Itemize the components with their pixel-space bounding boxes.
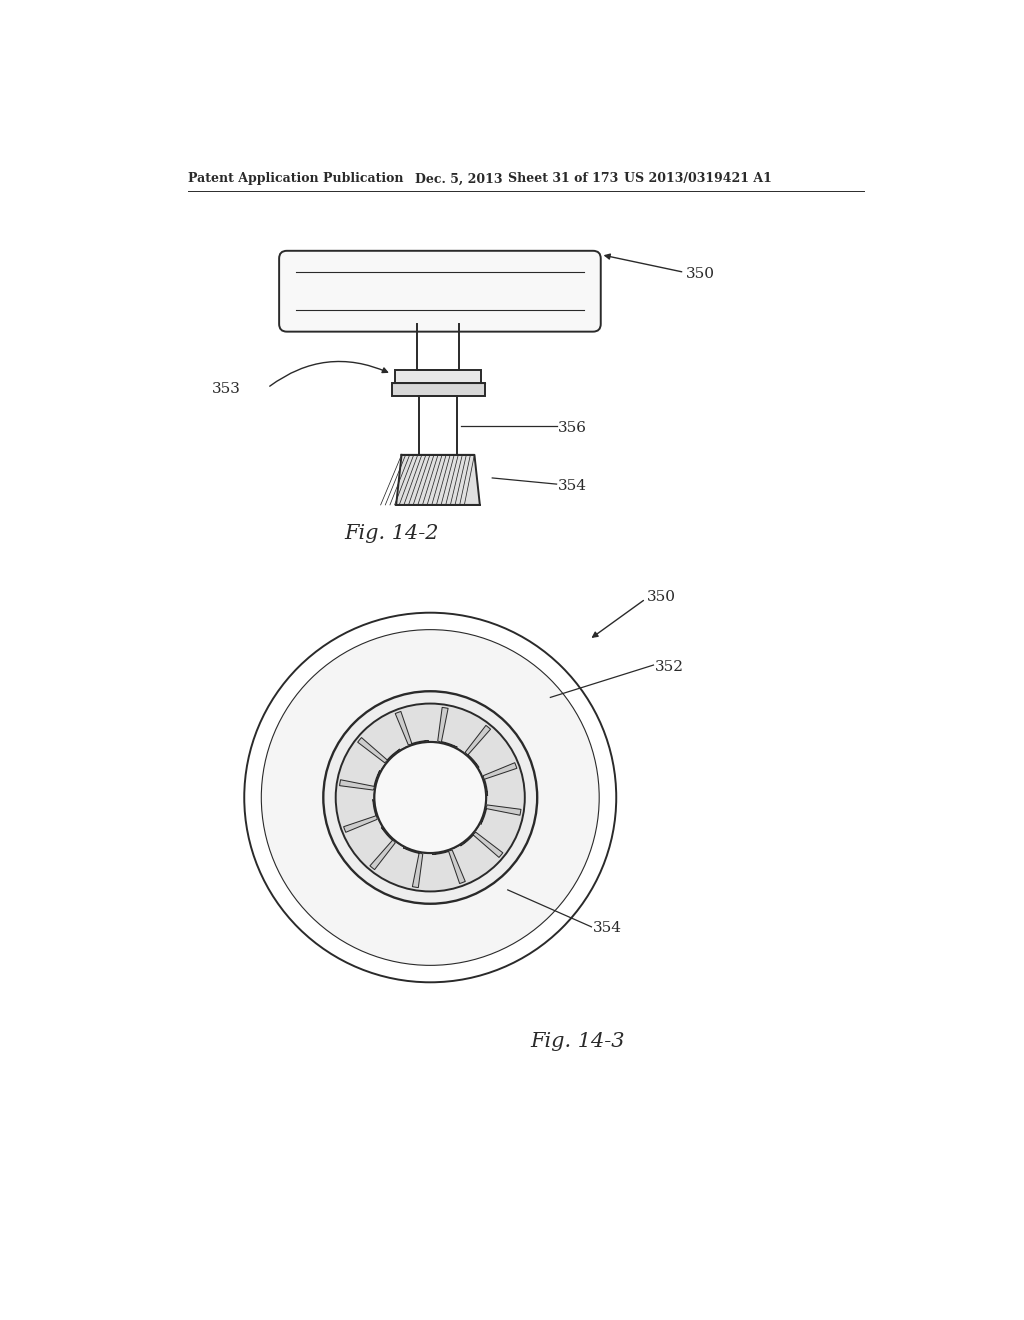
Text: Patent Application Publication: Patent Application Publication [188,173,403,185]
Text: Dec. 5, 2013: Dec. 5, 2013 [415,173,502,185]
Text: 354: 354 [558,479,587,492]
Text: Fig. 14-2: Fig. 14-2 [344,524,438,543]
Polygon shape [432,850,465,883]
Polygon shape [395,711,428,744]
Text: 354: 354 [593,921,622,936]
Polygon shape [437,708,457,747]
Polygon shape [483,763,517,795]
Circle shape [245,612,616,982]
Circle shape [336,704,524,891]
Polygon shape [396,455,480,506]
Polygon shape [465,726,490,767]
Polygon shape [357,738,399,763]
Text: 352: 352 [655,660,684,673]
Circle shape [324,692,538,904]
Text: 350: 350 [647,590,676,605]
Polygon shape [344,800,377,833]
Circle shape [375,742,486,853]
Text: Sheet 31 of 173: Sheet 31 of 173 [508,173,618,185]
Circle shape [375,742,486,853]
Polygon shape [370,828,395,870]
Text: 356: 356 [558,421,587,434]
Polygon shape [403,847,423,887]
Polygon shape [461,832,503,858]
Bar [395,370,480,383]
FancyBboxPatch shape [280,251,601,331]
Polygon shape [481,805,521,824]
Circle shape [261,630,599,965]
Text: US 2013/0319421 A1: US 2013/0319421 A1 [624,173,772,185]
Polygon shape [340,771,380,791]
Bar [391,383,484,396]
Text: Fig. 14-3: Fig. 14-3 [530,1032,625,1051]
Text: 350: 350 [686,267,715,281]
Text: 353: 353 [212,383,241,396]
